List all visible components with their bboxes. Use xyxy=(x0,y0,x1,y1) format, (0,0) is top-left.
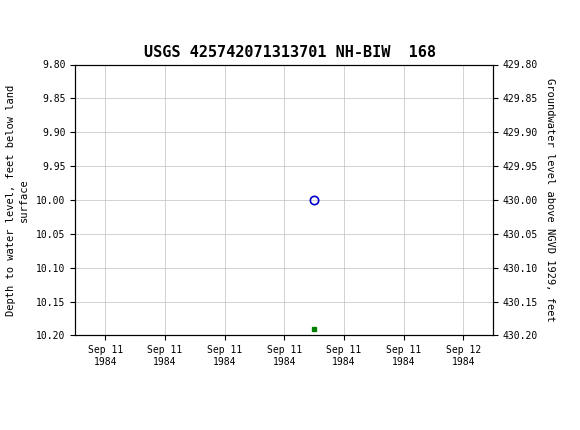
Y-axis label: Groundwater level above NGVD 1929, feet: Groundwater level above NGVD 1929, feet xyxy=(545,78,555,322)
Text: ≈USGS: ≈USGS xyxy=(9,12,72,33)
Text: USGS 425742071313701 NH-BIW  168: USGS 425742071313701 NH-BIW 168 xyxy=(144,45,436,60)
Y-axis label: Depth to water level, feet below land
surface: Depth to water level, feet below land su… xyxy=(6,84,30,316)
